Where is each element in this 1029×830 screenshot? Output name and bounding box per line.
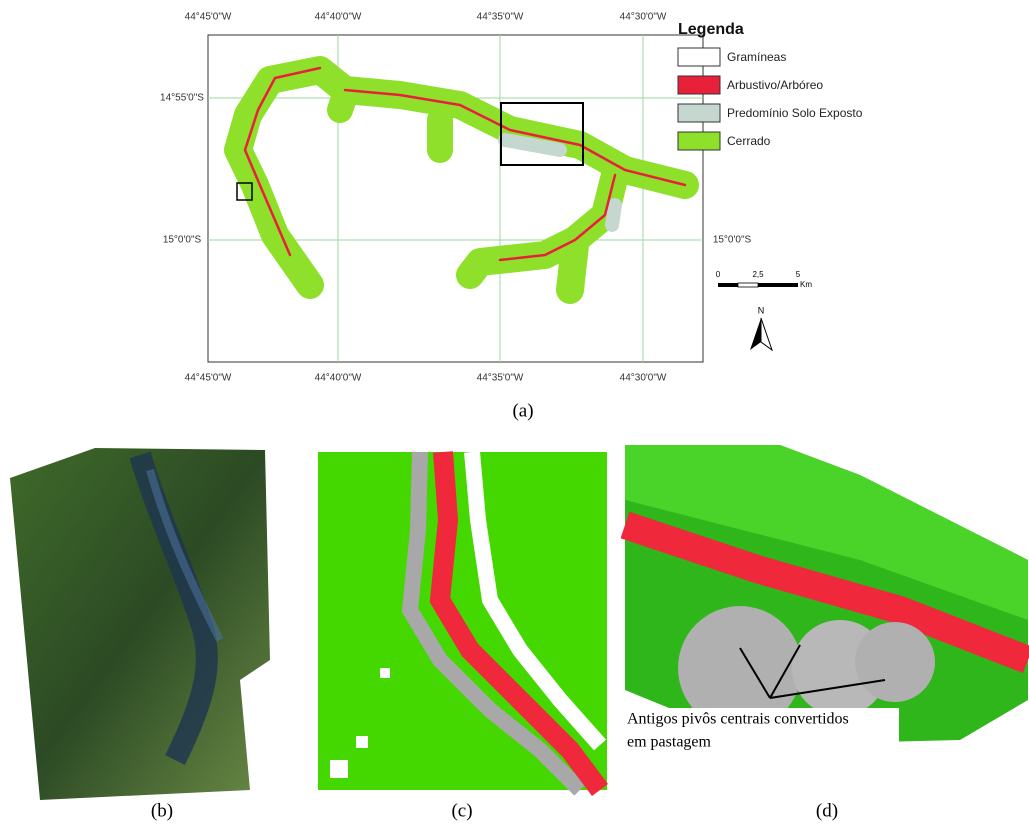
scale-unit: Km [800, 280, 812, 289]
aerial-photo [10, 448, 270, 800]
caption: (d) [816, 800, 838, 821]
caption: (b) [151, 800, 173, 821]
scale-bar [718, 283, 738, 287]
gramineas [330, 760, 348, 778]
bottom-label: 44°30'0"W [620, 373, 667, 384]
bottom-label: 44°35'0"W [477, 373, 524, 384]
legend-label: Cerrado [727, 134, 771, 148]
caption: (c) [451, 800, 472, 821]
scale-label: 5 [796, 270, 801, 279]
top-label: 44°35'0"W [477, 12, 524, 23]
north-label: N [758, 305, 765, 315]
north-arrow [761, 318, 772, 350]
legend-swatch [678, 48, 720, 66]
gramineas [380, 668, 390, 678]
scale-bar [758, 283, 798, 287]
top-label: 44°45'0"W [185, 12, 232, 23]
legend-swatch [678, 132, 720, 150]
panel-d: Antigos pivôs centrais convertidos em pa… [624, 445, 1028, 751]
right-label: 15°0'0"S [713, 235, 752, 246]
legend-title: Legenda [678, 21, 744, 38]
left-label: 14°55'0"S [160, 93, 204, 104]
scale-bar [738, 283, 758, 287]
pivo [855, 622, 935, 702]
bottom-label: 44°45'0"W [185, 373, 232, 384]
panel-b [10, 448, 270, 800]
legend-swatch [678, 76, 720, 94]
left-label: 15°0'0"S [163, 235, 202, 246]
figure: 44°45'0"W 44°40'0"W 44°35'0"W 44°30'0"W … [0, 0, 1029, 830]
bottom-label: 44°40'0"W [315, 373, 362, 384]
annotation: em pastagem [627, 734, 712, 751]
legend-label: Predomínio Solo Exposto [727, 106, 863, 120]
legend-label: Gramíneas [727, 50, 786, 64]
panel-a: 44°45'0"W 44°40'0"W 44°35'0"W 44°30'0"W … [160, 12, 863, 384]
legend-label: Arbustivo/Arbóreo [727, 78, 823, 92]
top-label: 44°40'0"W [315, 12, 362, 23]
caption: (a) [512, 400, 533, 421]
gramineas [356, 736, 368, 748]
scale-label: 2,5 [752, 270, 764, 279]
top-label: 44°30'0"W [620, 12, 667, 23]
panel-c [318, 452, 607, 790]
legend-swatch [678, 104, 720, 122]
north-arrow [750, 318, 761, 350]
annotation: Antigos pivôs centrais convertidos [627, 711, 849, 728]
scale-label: 0 [716, 270, 721, 279]
